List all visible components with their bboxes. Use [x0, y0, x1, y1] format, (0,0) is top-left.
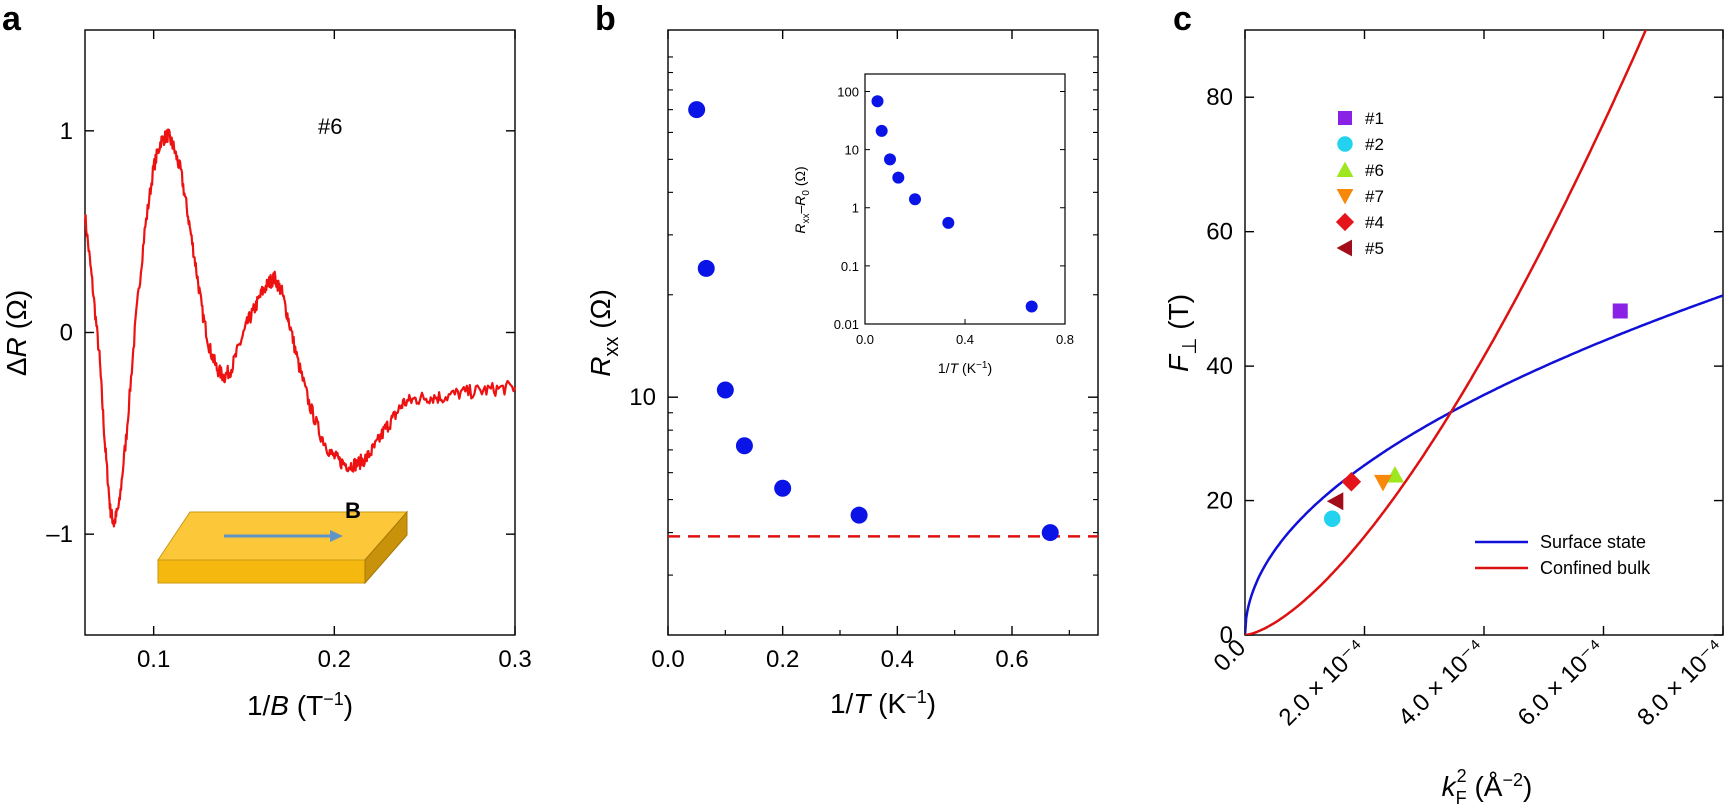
inset-y-tick-label: 100 [837, 84, 859, 99]
data-point-rxx [1041, 524, 1059, 542]
slab-front-face [157, 559, 366, 584]
inset-x-axis-title: 1/T (K−1) [938, 360, 992, 376]
x-tick-label-b: 0.4 [881, 646, 914, 673]
data-point-rxx [774, 479, 792, 497]
x-tick-label-a: 0.1 [137, 646, 170, 673]
x-axis-title-a: 1/B (T−1) [247, 689, 353, 721]
inset-data-point [884, 153, 896, 166]
inset-ticks: 0.0 0.4 0.8 0.01 0.1 1 10 100 [834, 84, 1074, 347]
sample-points [1323, 303, 1628, 527]
curve-legend: Surface state Confined bulk [1475, 532, 1651, 578]
data-point-rxx [850, 506, 868, 524]
data-point-rxx [697, 259, 715, 277]
field-label: B [345, 498, 361, 523]
inset-y-tick-label: 0.1 [841, 259, 859, 274]
sample-point-2 [1323, 510, 1341, 527]
legend-marker-3 [1336, 161, 1354, 177]
ticks-b: 0.0 0.2 0.4 0.6 10 [629, 30, 1098, 673]
sample-legend: #1 #2 #6 #7 #4 #5 [1335, 109, 1384, 258]
x-tick-label-a: 0.3 [498, 646, 531, 673]
x-tick-label-c: 6.0 × 10⁻⁴ [1513, 634, 1610, 731]
panel-label-a: a [2, 0, 22, 38]
inset-y-tick-label: 10 [845, 143, 859, 158]
ticks-c: 0.0 2.0 × 10⁻⁴ 4.0 × 10⁻⁴ 6.0 × 10⁻⁴ 8.0 × 1… [1206, 30, 1729, 731]
inset-x-tick-label: 0.8 [1056, 332, 1074, 347]
legend-label-1: #1 [1365, 109, 1384, 128]
x-tick-label-b: 0.0 [651, 646, 684, 673]
y-tick-label-a: 0 [60, 320, 73, 347]
inset-y-tick-label: 1 [852, 201, 859, 216]
panel-b: b 0.0 0.2 0.4 0.6 10 0.0 0.4 0.8 0.01 0.1 1 10 100 … [585, 0, 1099, 719]
legend-marker-6 [1336, 239, 1352, 257]
plot-frame-c [1244, 29, 1724, 636]
x-axis-title-c: kF2 (Å−2) [1442, 766, 1533, 808]
panel-a: a 0.1 0.2 0.3 –1 0 1 #6 B 1/B (T−1) ΔR (Ω) [1, 0, 532, 721]
inset-x-tick-label: 0.4 [956, 332, 974, 347]
inset-x-tick-label: 0.0 [856, 332, 874, 347]
inset-frame [864, 73, 1066, 325]
legend-label-3: #6 [1365, 161, 1384, 180]
inset-data-point [909, 193, 921, 206]
inset-plot: 0.0 0.4 0.8 0.01 0.1 1 10 100 1/T (K−1) Rxx–R0 … [792, 73, 1074, 376]
data-point-rxx [735, 437, 753, 455]
y-tick-label-b: 10 [629, 384, 656, 411]
y-tick-label-c: 20 [1206, 488, 1233, 515]
confined-bulk-curve [1245, 30, 1648, 635]
x-axis-title-b: 1/T (K−1) [830, 687, 936, 719]
ticks-a: 0.1 0.2 0.3 –1 0 1 [46, 30, 532, 673]
legend-label-2: #2 [1365, 135, 1384, 154]
x-tick-label-c: 2.0 × 10⁻⁴ [1274, 634, 1371, 731]
legend-marker-5 [1335, 212, 1355, 232]
y-tick-label-c: 60 [1206, 219, 1233, 246]
panel-label-c: c [1173, 0, 1192, 38]
y-tick-label-a: 1 [60, 118, 73, 145]
legend-label-5: #4 [1365, 213, 1384, 232]
inset-data-point [1025, 300, 1038, 313]
inset-data-points [871, 95, 1038, 313]
y-axis-title-a: ΔR (Ω) [1, 290, 32, 376]
inset-y-tick-label: 0.01 [834, 317, 859, 332]
sample-point-3 [1385, 466, 1404, 483]
data-point-rxx [716, 381, 734, 399]
y-tick-label-a: –1 [46, 521, 73, 548]
legend-marker-4 [1336, 189, 1354, 205]
y-axis-title-b: Rxx (Ω) [585, 289, 623, 377]
surface-state-curve [1245, 294, 1723, 635]
x-tick-label-c: 4.0 × 10⁻⁴ [1393, 634, 1490, 731]
legend-label-6: #5 [1365, 239, 1384, 258]
sample-point-4 [1374, 474, 1393, 492]
sample-point-6 [1326, 492, 1344, 511]
inset-data-point [871, 95, 884, 108]
legend-marker-1 [1338, 111, 1352, 125]
inset-data-point [875, 124, 888, 137]
sample-point-1 [1612, 303, 1628, 319]
x-tick-label-c: 8.0 × 10⁻⁴ [1632, 634, 1729, 731]
field-arrow-head [330, 530, 343, 542]
panel-label-b: b [595, 0, 616, 38]
sample-annotation: #6 [318, 114, 342, 139]
sample-point-5 [1341, 471, 1362, 492]
y-tick-label-c: 80 [1206, 84, 1233, 111]
y-tick-label-c: 40 [1206, 353, 1233, 380]
plot-frame-b [667, 29, 1099, 636]
curve-legend-label: Confined bulk [1540, 558, 1651, 578]
legend-marker-2 [1337, 136, 1353, 152]
x-tick-label-b: 0.6 [995, 646, 1028, 673]
x-tick-label-b: 0.2 [766, 646, 799, 673]
curve-legend-label: Surface state [1540, 532, 1646, 552]
data-point-rxx [688, 101, 706, 119]
inset-data-point [892, 171, 905, 184]
inset-data-point [942, 216, 955, 229]
inset-y-axis-title: Rxx–R0 (Ω) [792, 166, 812, 233]
sample-slab-illustration: B [157, 498, 409, 585]
data-points-rxx [688, 101, 1059, 542]
y-tick-label-c: 0 [1220, 622, 1233, 649]
slab-side-face [364, 510, 408, 585]
legend-label-4: #7 [1365, 187, 1384, 206]
panel-c: c 0.0 2.0 × 10⁻⁴ 4.0 × 10⁻⁴ 6.0 × 10⁻⁴ 8.0 ×… [1163, 0, 1729, 808]
x-tick-label-a: 0.2 [318, 646, 351, 673]
data-line-delta-r [83, 128, 517, 528]
y-axis-title-c: F⊥ (T) [1163, 294, 1201, 372]
